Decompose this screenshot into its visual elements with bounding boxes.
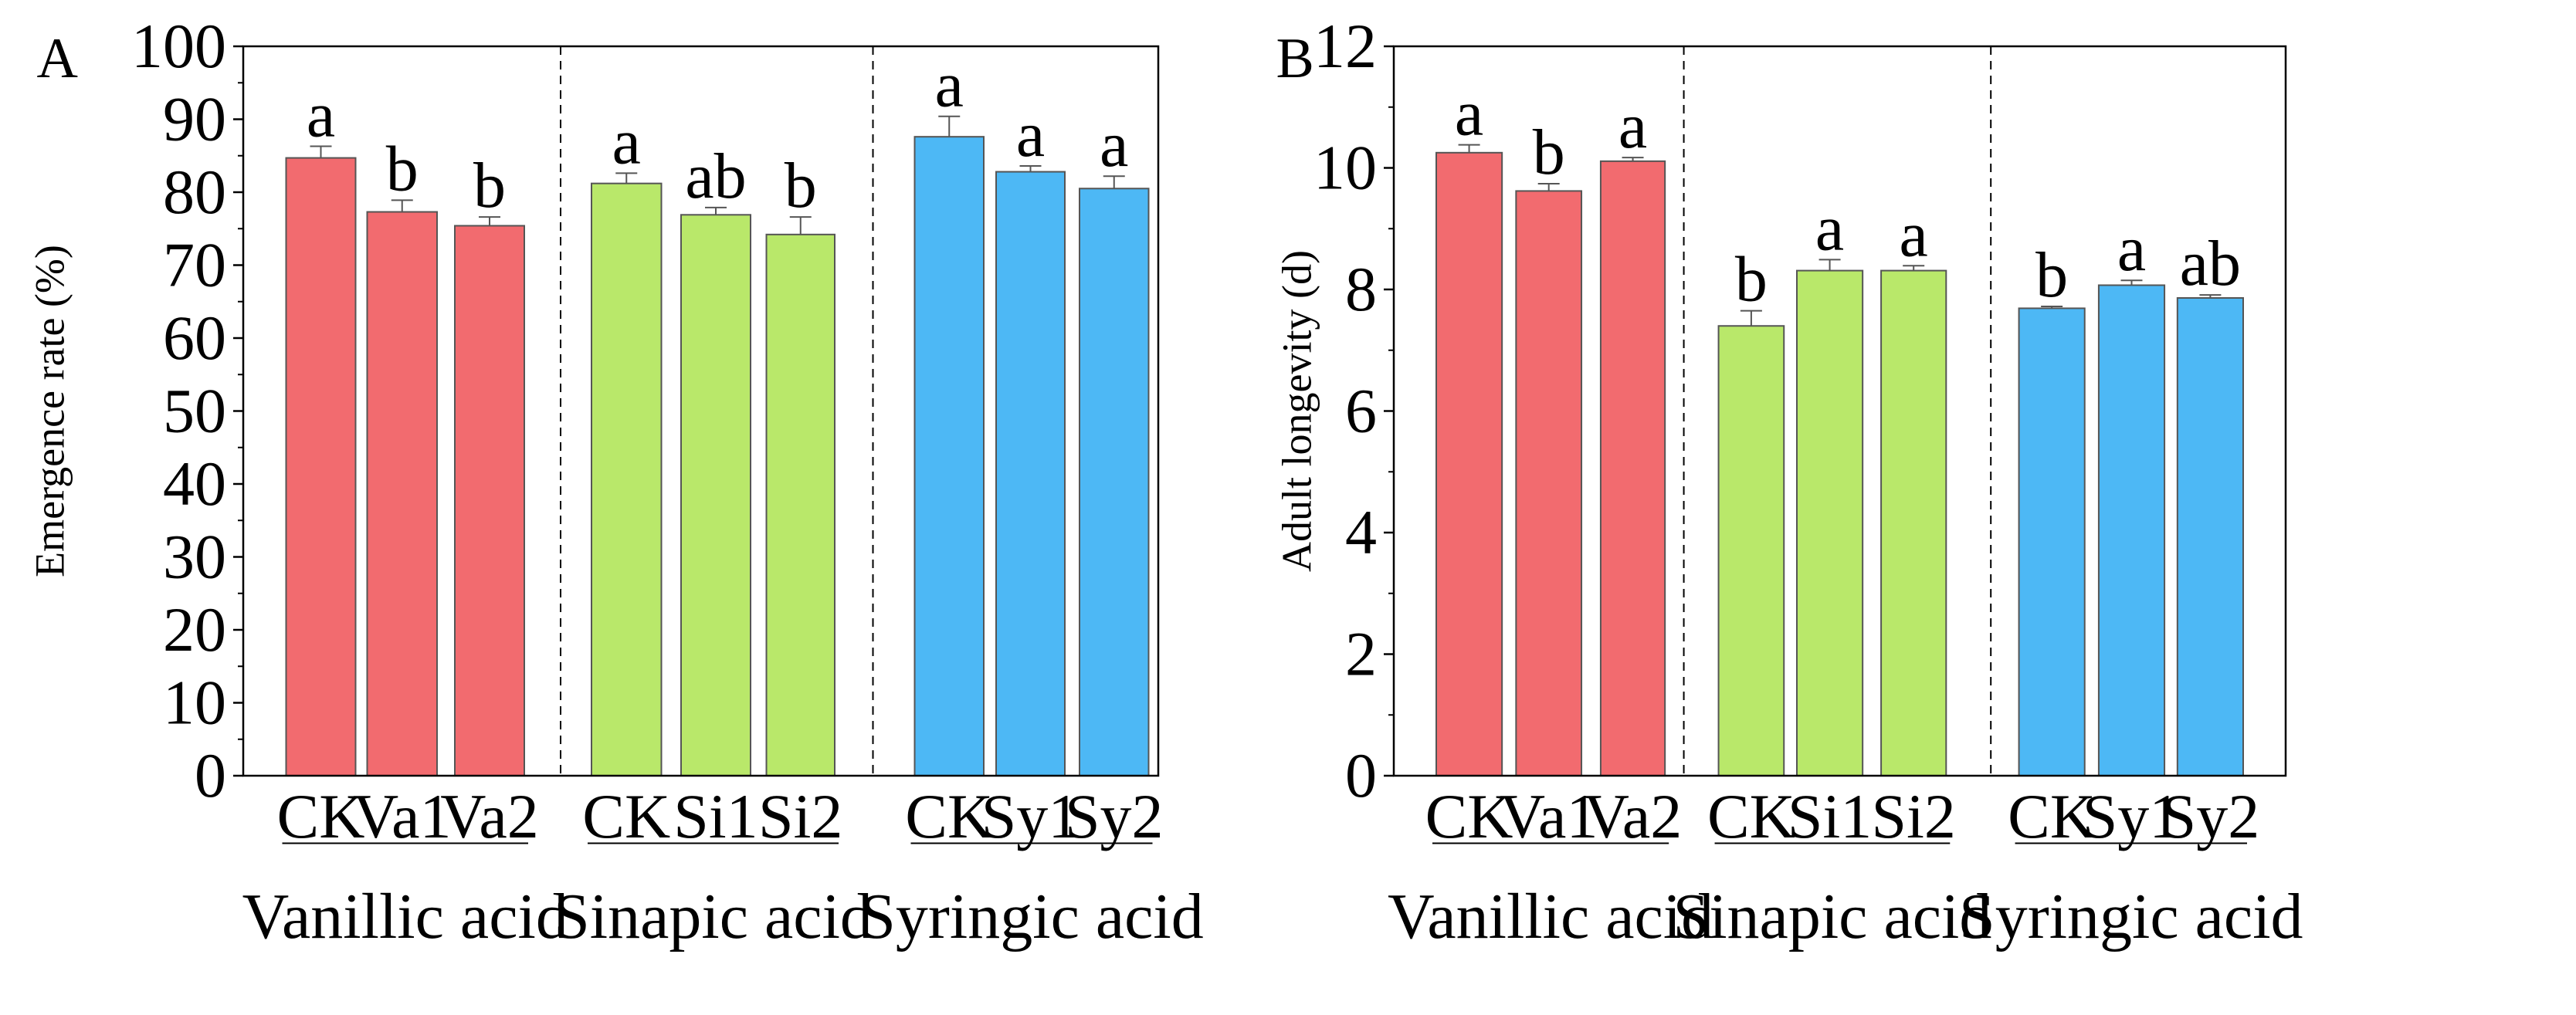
x-tick-label: Sy2 [2161, 781, 2260, 851]
significance-letter: a [612, 106, 641, 178]
x-tick-label: Si2 [1872, 781, 1956, 851]
x-tick-label: Va1 [1500, 781, 1598, 851]
panel-letter: B [1276, 27, 1314, 90]
y-tick-label: 8 [1345, 254, 1377, 324]
x-tick-label: CK [582, 781, 670, 851]
significance-letter: ab [2180, 228, 2241, 299]
y-tick-label: 50 [163, 376, 226, 446]
x-tick-label: CK [277, 781, 365, 851]
bar [2018, 307, 2086, 777]
group-label: Sinapic acid [1673, 881, 1991, 952]
x-tick-label: Va1 [353, 781, 452, 851]
y-tick-label: 100 [131, 11, 226, 81]
significance-letter: b [386, 133, 419, 205]
significance-letter: a [2117, 213, 2146, 285]
y-tick-label: 10 [163, 668, 226, 738]
significance-letter: ab [685, 140, 746, 212]
significance-letter: b [1533, 117, 1565, 188]
y-axis-label: Emergence rate (%) [27, 245, 73, 577]
x-tick-label: Sy1 [2083, 781, 2181, 851]
significance-letter: b [2035, 239, 2068, 311]
x-tick-label: Sy2 [1065, 781, 1164, 851]
y-tick-label: 40 [163, 448, 226, 519]
bar [1717, 325, 1785, 776]
y-tick-label: 2 [1345, 619, 1377, 689]
x-tick-label: Va2 [440, 781, 539, 851]
y-tick-label: 80 [163, 157, 226, 227]
group-label: Sinapic acid [554, 881, 873, 952]
significance-letter: a [1016, 99, 1045, 171]
bar [1515, 190, 1583, 777]
significance-letter: a [307, 79, 335, 151]
y-tick-label: 90 [163, 84, 226, 154]
bar [454, 225, 525, 777]
y-axis-label: Adult longevity (d) [1274, 250, 1320, 572]
group-label: Syringic acid [1959, 881, 2303, 952]
chart-root: A Emergence rate (%) a CK b Va1 b Va2 Vanillic a… [27, 11, 2303, 952]
y-tick-label: 20 [163, 594, 226, 665]
y-tick-label: 70 [163, 230, 226, 300]
y-tick-label: 60 [163, 303, 226, 373]
bar [285, 157, 357, 776]
significance-letter: a [1900, 198, 1928, 270]
chart-panel-b: B Adult longevity (d) a CK b Va1 a Va2 Vanillic … [1274, 11, 2303, 952]
y-tick-label: 6 [1345, 376, 1377, 446]
bar [1795, 269, 1864, 776]
chart-panel-a: A Emergence rate (%) a CK b Va1 b Va2 Vanillic a… [27, 11, 1204, 952]
x-tick-label: CK [2008, 781, 2096, 851]
y-tick-label: 0 [1345, 740, 1377, 810]
group-label: Syringic acid [859, 881, 1204, 952]
y-tick-label: 30 [163, 522, 226, 592]
significance-letter: a [1618, 90, 1647, 162]
y-tick-label: 10 [1313, 133, 1377, 203]
y-tick-label: 0 [195, 740, 226, 810]
significance-letter: a [1100, 109, 1128, 181]
bar [995, 171, 1066, 777]
x-tick-label: CK [1707, 781, 1795, 851]
bar [591, 182, 663, 777]
bar [2097, 284, 2166, 776]
bar [765, 233, 836, 776]
bar [366, 211, 438, 776]
x-tick-label: Va2 [1584, 781, 1683, 851]
y-tick-label: 4 [1345, 497, 1377, 567]
panel-letter: A [37, 27, 78, 90]
x-tick-label: Si2 [758, 781, 842, 851]
group-label: Vanillic acid [1388, 881, 1713, 952]
significance-letter: b [473, 150, 506, 222]
x-tick-label: Si1 [1788, 781, 1872, 851]
x-tick-label: CK [1425, 781, 1513, 851]
group-label: Vanillic acid [242, 881, 568, 952]
bar [1880, 269, 1947, 776]
x-tick-label: Sy1 [981, 781, 1080, 851]
bar [1079, 188, 1150, 776]
y-tick-label: 12 [1313, 11, 1377, 81]
significance-letter: b [785, 150, 817, 222]
bar [1435, 151, 1503, 776]
significance-letter: a [1815, 192, 1844, 264]
x-tick-label: Si1 [673, 781, 758, 851]
bar [680, 214, 751, 777]
significance-letter: a [1455, 78, 1483, 150]
bar [913, 136, 985, 776]
x-tick-label: CK [905, 781, 993, 851]
bar [1599, 160, 1666, 776]
bar [2176, 297, 2244, 776]
significance-letter: a [935, 49, 964, 121]
significance-letter: b [1735, 244, 1768, 316]
